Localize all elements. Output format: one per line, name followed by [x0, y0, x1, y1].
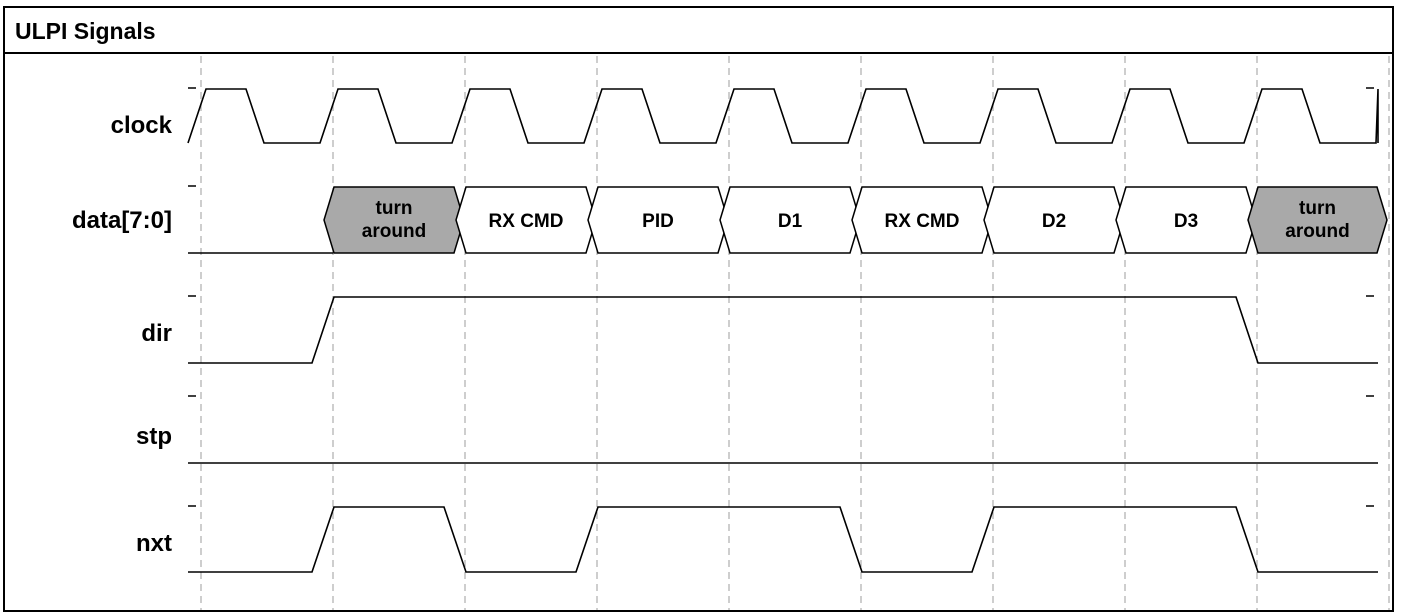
signal-label-data70: data[7:0]	[72, 207, 172, 234]
bus-segment-label-line: around	[362, 221, 426, 242]
bus-segment-7	[1247, 186, 1388, 254]
signal-label-dir: dir	[141, 320, 172, 347]
clock-waveform	[187, 88, 1379, 144]
bus-segment-label-4: RX CMD	[885, 211, 960, 232]
bus-segment-label-3: D1	[778, 211, 803, 232]
bus-segment-label-line: around	[1285, 221, 1349, 242]
bus-segment-label-6: D3	[1174, 211, 1198, 232]
nxt-waveform	[188, 506, 1378, 573]
signal-label-stp: stp	[136, 423, 172, 450]
bus-segment-0	[323, 186, 465, 254]
bus-segment-label-line: turn	[1299, 198, 1336, 219]
signal-label-nxt: nxt	[136, 530, 172, 557]
bus-segment-label-2: PID	[642, 211, 674, 232]
title-bar: ULPI Signals	[5, 8, 1392, 54]
bus-segment-label-0: turn around	[362, 198, 426, 242]
bus-segment-label-5: D2	[1042, 211, 1066, 232]
bus-segment-label-1: RX CMD	[489, 211, 564, 232]
signal-label-clock: clock	[111, 112, 173, 139]
dir-waveform	[188, 296, 1378, 364]
bus-segment-label-7: turn around	[1285, 198, 1349, 242]
timing-diagram-frame: ULPI Signals	[3, 6, 1394, 612]
diagram-title: ULPI Signals	[15, 18, 156, 44]
bus-segment-label-line: turn	[376, 198, 413, 219]
